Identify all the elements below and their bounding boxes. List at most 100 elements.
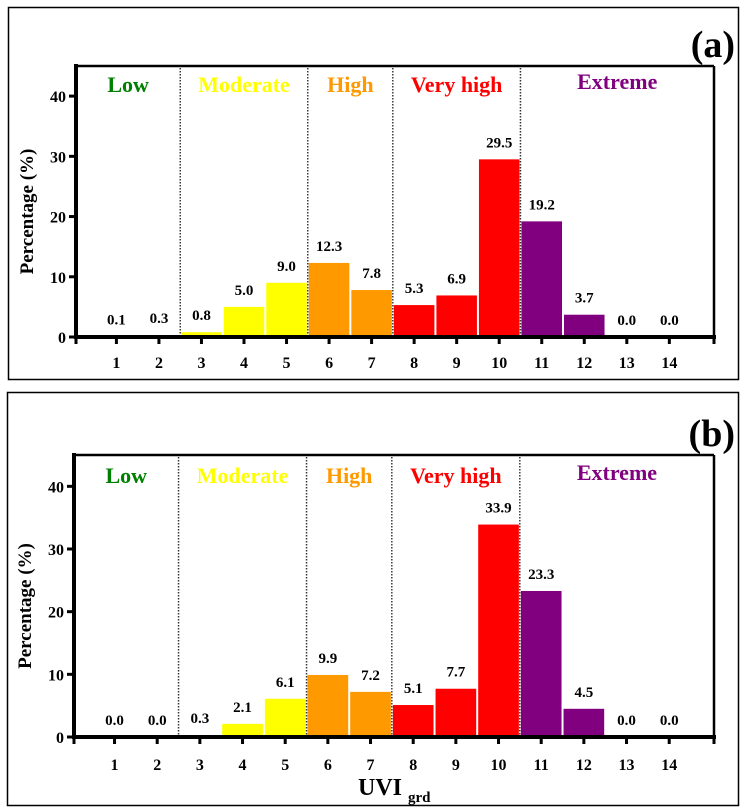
value-label-11: 19.2 [529,197,555,213]
x-tick-label-5: 5 [281,757,289,774]
value-label-7: 7.2 [361,668,380,684]
x-tick-label-2: 2 [153,757,161,774]
x-tick-label-7: 7 [367,757,375,774]
x-tick-label-3: 3 [197,355,205,372]
value-label-12: 3.7 [575,291,594,307]
value-label-10: 33.9 [485,501,511,517]
value-label-8: 5.1 [404,681,423,697]
y-tick-label-10: 10 [50,270,66,287]
category-label-high: High [326,463,372,488]
x-tick-label-8: 8 [409,757,417,774]
value-label-13: 0.0 [617,713,636,729]
y-tick-label-40: 40 [50,89,66,106]
panel-a-frame [7,6,740,381]
bar-12 [564,314,605,337]
panel-b-label: (b) [689,413,735,455]
x-tick-label-4: 4 [239,757,247,774]
x-tick-label-13: 13 [619,757,635,774]
value-label-8: 5.3 [405,281,424,297]
panel-b-chart: 0.0 0.0 0.3 2.1 6.1 9.9 7.2 5.1 7.7 33.9 23.3 4.5 0.… [15,453,716,806]
bar-5 [266,282,307,337]
x-tick-label-14: 14 [661,757,677,774]
bar-7 [350,691,391,737]
bar-10 [478,159,520,337]
x-tick-label-11: 11 [534,355,549,372]
y-tick-label-30: 30 [48,542,64,559]
category-label-very-high: Very high [411,72,502,97]
category-label-moderate: Moderate [197,463,289,488]
y-tick-label-30: 30 [50,149,66,166]
bar-4 [223,306,265,337]
x-tick-label-11: 11 [534,757,549,774]
value-label-1: 0.0 [105,713,124,729]
x-tick-label-6: 6 [324,757,332,774]
x-tick-label-1: 1 [111,757,119,774]
bar-8 [393,305,435,337]
x-tick-label-9: 9 [453,355,461,372]
bar-8 [392,705,434,737]
bar-9 [435,688,477,737]
x-tick-label-14: 14 [661,355,677,372]
x-tick-label-4: 4 [240,355,248,372]
bar-11 [520,590,562,737]
x-tick-label-6: 6 [325,355,333,372]
bar-9 [436,295,477,337]
value-label-7: 7.8 [362,266,381,282]
value-label-6: 12.3 [316,239,342,255]
y-tick-label-0: 0 [58,330,66,347]
bar-11 [521,221,563,337]
y-axis-title: Percentage (%) [17,149,38,275]
bar-6 [307,674,349,737]
value-label-14: 0.0 [660,313,679,329]
bar-7 [351,290,392,337]
y-tick-label-20: 20 [50,210,66,227]
panel-b-frame [6,391,740,807]
bar-4 [222,723,263,737]
x-tick-label-2: 2 [155,355,163,372]
category-label-extreme: Extreme [577,460,657,485]
value-label-5: 9.0 [277,259,296,275]
bar-3 [181,332,222,337]
x-tick-label-5: 5 [283,355,291,372]
category-label-extreme: Extreme [577,69,657,94]
y-tick-label-40: 40 [48,479,64,496]
x-tick-label-13: 13 [619,355,635,372]
value-label-2: 0.0 [148,713,167,729]
y-tick-label-10: 10 [48,667,64,684]
x-axis-title-subscript: grd [408,790,431,806]
bar-12 [563,708,605,737]
value-label-11: 23.3 [528,567,554,583]
bar-10 [478,524,519,737]
value-label-3: 0.3 [190,711,209,727]
bar-5 [264,698,306,737]
value-label-2: 0.3 [150,311,169,327]
x-tick-label-9: 9 [452,757,460,774]
x-tick-label-3: 3 [196,757,204,774]
x-tick-label-1: 1 [112,355,120,372]
value-label-9: 7.7 [446,665,465,681]
panel-a-label: (a) [691,24,735,66]
x-tick-label-7: 7 [368,355,376,372]
x-axis-title: UVI [358,775,402,801]
y-axis-title: Percentage (%) [15,543,36,669]
value-label-6: 9.9 [318,651,337,667]
x-tick-label-10: 10 [491,757,507,774]
x-tick-label-12: 12 [576,355,592,372]
value-label-3: 0.8 [192,308,211,324]
panel-a-chart: 0.1 0.3 0.8 5.0 9.0 12.3 7.8 5.3 6.9 29.5 19.2 3.7 0… [17,64,716,372]
category-label-moderate: Moderate [198,72,290,97]
value-label-12: 4.5 [574,685,593,701]
x-tick-label-12: 12 [576,757,592,774]
value-label-5: 6.1 [276,675,295,691]
value-label-1: 0.1 [107,312,126,328]
y-tick-label-20: 20 [48,605,64,622]
category-label-high: High [327,72,373,97]
value-label-10: 29.5 [486,135,512,151]
value-label-14: 0.0 [660,713,679,729]
category-label-low: Low [107,72,149,97]
bar-6 [308,262,350,337]
category-label-low: Low [105,463,147,488]
x-tick-label-8: 8 [410,355,418,372]
y-tick-label-0: 0 [56,730,64,747]
